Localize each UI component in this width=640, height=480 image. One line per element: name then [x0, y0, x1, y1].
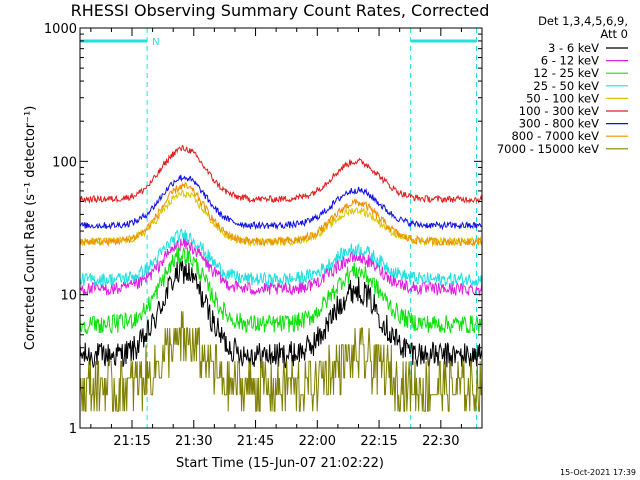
legend-entry-label: 3 - 6 keV	[548, 41, 599, 55]
series-line	[79, 182, 482, 247]
series-line	[79, 259, 483, 369]
series-line	[79, 246, 483, 335]
legend-entry-label: 7000 - 15000 keV	[497, 142, 599, 156]
night-flag-label: N	[152, 37, 159, 48]
legend-entry-label: 50 - 100 keV	[526, 91, 599, 105]
x-axis: 21:15 21:30 21:45 22:00 22:15 22:30	[90, 28, 483, 449]
timestamp: 15-Oct-2021 17:39	[560, 468, 636, 477]
legend-entry-label: 25 - 50 keV	[533, 79, 599, 93]
chart-title: RHESSI Observing Summary Count Rates, Co…	[71, 1, 490, 20]
legend-entry-label: 12 - 25 keV	[533, 66, 599, 80]
series-layer	[79, 144, 483, 412]
legend-entry-label: 300 - 800 keV	[519, 117, 599, 131]
y-axis: 1 10 100 1000	[44, 22, 482, 437]
y-tick-label: 10	[60, 289, 77, 304]
series-line	[79, 237, 483, 297]
series-line	[79, 174, 482, 231]
series-line	[79, 311, 482, 412]
legend-entry-label: 800 - 7000 keV	[511, 129, 599, 143]
y-tick-label: 100	[52, 155, 77, 170]
series-line	[79, 144, 483, 204]
plot-frame	[79, 27, 483, 429]
y-axis-label: Corrected Count Rate (s⁻¹ detector⁻¹)	[23, 106, 38, 351]
x-tick-label: 22:15	[360, 434, 397, 449]
x-tick-label: 22:00	[299, 434, 336, 449]
y-tick-label: 1000	[44, 22, 77, 37]
x-tick-label: 21:15	[113, 434, 150, 449]
series-line	[79, 228, 483, 288]
x-tick-label: 21:45	[237, 434, 274, 449]
legend-header-detectors: Det 1,3,4,5,6,9,	[538, 14, 628, 28]
legend-header-attenuator: Att 0	[600, 27, 628, 41]
x-tick-label: 22:30	[422, 434, 459, 449]
legend-entry-label: 6 - 12 keV	[541, 54, 599, 68]
x-axis-label: Start Time (15-Jun-07 21:02:22)	[176, 456, 384, 471]
y-tick-label: 1	[69, 422, 77, 437]
legend-entry-label: 100 - 300 keV	[519, 104, 599, 118]
x-tick-label: 21:30	[175, 434, 212, 449]
